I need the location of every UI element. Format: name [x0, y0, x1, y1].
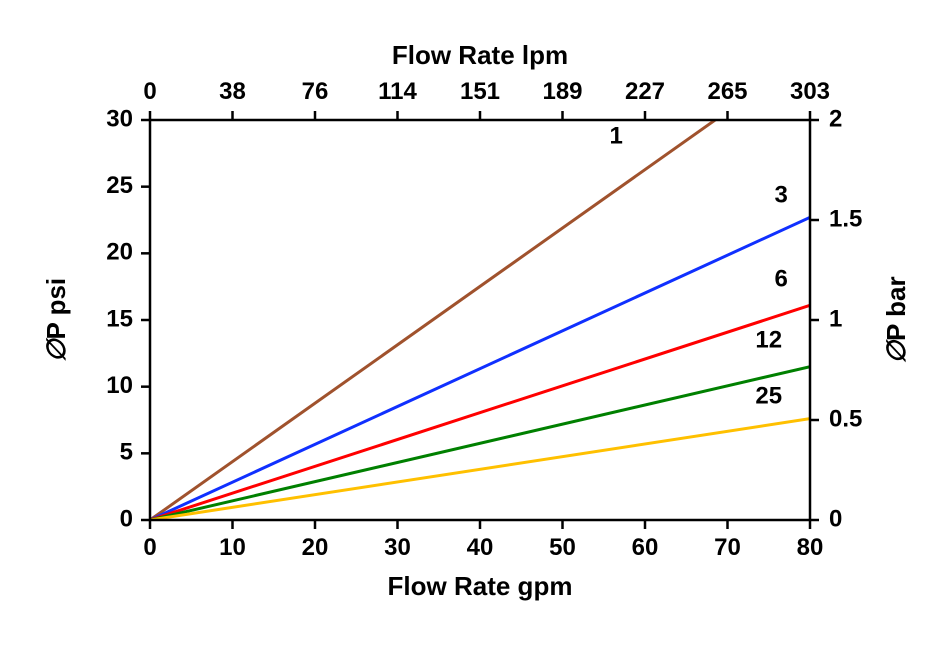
x-top-label: Flow Rate lpm: [392, 40, 568, 70]
x-bottom-tick: 50: [549, 534, 576, 561]
x-bottom-tick: 80: [797, 534, 824, 561]
x-top-tick: 38: [219, 78, 246, 105]
y-left-tick: 15: [106, 305, 133, 332]
x-bottom-tick: 60: [632, 534, 659, 561]
y-left-tick: 30: [106, 105, 133, 132]
x-top-tick: 76: [302, 78, 329, 105]
x-bottom-tick: 40: [467, 534, 494, 561]
x-bottom-tick: 30: [384, 534, 411, 561]
series-label-3: 3: [774, 181, 787, 208]
y-left-tick: 25: [106, 172, 133, 199]
series-label-6: 6: [774, 265, 787, 292]
x-bottom-label: Flow Rate gpm: [388, 571, 573, 601]
series-label-25: 25: [755, 383, 782, 410]
y-left-tick: 0: [120, 505, 133, 532]
series-label-12: 12: [755, 327, 782, 354]
x-top-tick: 0: [143, 78, 156, 105]
y-left-label: ∅P psi: [41, 278, 71, 362]
y-right-tick: 1.5: [829, 205, 862, 232]
y-right-tick: 1: [829, 305, 842, 332]
x-top-tick: 265: [707, 78, 747, 105]
x-top-tick: 189: [542, 78, 582, 105]
pressure-flow-chart: 136122501020304050607080Flow Rate gpm038…: [0, 0, 940, 664]
x-bottom-tick: 70: [714, 534, 741, 561]
x-top-tick: 151: [460, 78, 500, 105]
x-bottom-tick: 0: [143, 534, 156, 561]
y-right-tick: 0: [829, 505, 842, 532]
x-top-tick: 114: [378, 78, 417, 105]
y-left-tick: 20: [106, 239, 133, 266]
y-right-label: ∅P bar: [881, 276, 911, 363]
x-bottom-tick: 20: [302, 534, 329, 561]
series-label-1: 1: [609, 123, 622, 150]
y-right-tick: 0.5: [829, 405, 862, 432]
y-left-tick: 5: [120, 439, 133, 466]
y-right-tick: 2: [829, 105, 842, 132]
x-top-tick: 303: [790, 78, 830, 105]
x-top-tick: 227: [625, 78, 665, 105]
x-bottom-tick: 10: [219, 534, 246, 561]
y-left-tick: 10: [106, 372, 133, 399]
